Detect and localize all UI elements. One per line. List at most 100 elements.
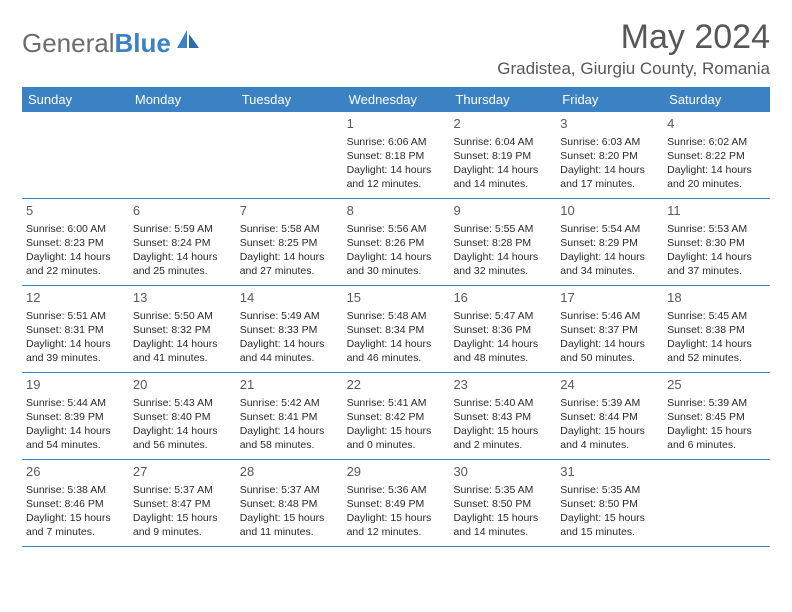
weekday-header: Saturday bbox=[663, 87, 770, 112]
day-detail-daylight1: Daylight: 14 hours bbox=[667, 250, 766, 264]
day-number: 3 bbox=[560, 115, 659, 133]
day-detail-sunset: Sunset: 8:26 PM bbox=[347, 236, 446, 250]
logo-text-blue: Blue bbox=[115, 28, 171, 58]
day-detail-daylight1: Daylight: 14 hours bbox=[453, 337, 552, 351]
day-detail-sunrise: Sunrise: 5:47 AM bbox=[453, 309, 552, 323]
day-detail-sunrise: Sunrise: 6:03 AM bbox=[560, 135, 659, 149]
day-cell: 23Sunrise: 5:40 AMSunset: 8:43 PMDayligh… bbox=[449, 373, 556, 459]
day-detail-daylight2: and 54 minutes. bbox=[26, 438, 125, 452]
title-block: May 2024 Gradistea, Giurgiu County, Roma… bbox=[497, 18, 770, 79]
day-detail-daylight1: Daylight: 14 hours bbox=[667, 163, 766, 177]
day-detail-daylight1: Daylight: 14 hours bbox=[667, 337, 766, 351]
day-number: 4 bbox=[667, 115, 766, 133]
day-cell: 16Sunrise: 5:47 AMSunset: 8:36 PMDayligh… bbox=[449, 286, 556, 372]
day-detail-sunrise: Sunrise: 5:56 AM bbox=[347, 222, 446, 236]
day-detail-daylight1: Daylight: 14 hours bbox=[453, 250, 552, 264]
day-number: 17 bbox=[560, 289, 659, 307]
day-cell: 19Sunrise: 5:44 AMSunset: 8:39 PMDayligh… bbox=[22, 373, 129, 459]
day-detail-sunset: Sunset: 8:22 PM bbox=[667, 149, 766, 163]
day-detail-daylight1: Daylight: 14 hours bbox=[240, 250, 339, 264]
day-cell: 18Sunrise: 5:45 AMSunset: 8:38 PMDayligh… bbox=[663, 286, 770, 372]
day-detail-sunrise: Sunrise: 5:55 AM bbox=[453, 222, 552, 236]
week-row: 26Sunrise: 5:38 AMSunset: 8:46 PMDayligh… bbox=[22, 460, 770, 547]
day-number: 8 bbox=[347, 202, 446, 220]
day-detail-daylight2: and 22 minutes. bbox=[26, 264, 125, 278]
calendar-grid: Sunday Monday Tuesday Wednesday Thursday… bbox=[22, 87, 770, 547]
day-cell: 2Sunrise: 6:04 AMSunset: 8:19 PMDaylight… bbox=[449, 112, 556, 198]
day-cell: 6Sunrise: 5:59 AMSunset: 8:24 PMDaylight… bbox=[129, 199, 236, 285]
weekday-header: Wednesday bbox=[343, 87, 450, 112]
day-cell: 25Sunrise: 5:39 AMSunset: 8:45 PMDayligh… bbox=[663, 373, 770, 459]
day-detail-sunset: Sunset: 8:41 PM bbox=[240, 410, 339, 424]
day-detail-daylight1: Daylight: 14 hours bbox=[560, 163, 659, 177]
logo-text-gray: General bbox=[22, 28, 115, 58]
day-detail-daylight2: and 6 minutes. bbox=[667, 438, 766, 452]
day-cell: 12Sunrise: 5:51 AMSunset: 8:31 PMDayligh… bbox=[22, 286, 129, 372]
day-detail-sunset: Sunset: 8:19 PM bbox=[453, 149, 552, 163]
day-cell: 7Sunrise: 5:58 AMSunset: 8:25 PMDaylight… bbox=[236, 199, 343, 285]
day-number: 27 bbox=[133, 463, 232, 481]
day-detail-sunset: Sunset: 8:50 PM bbox=[453, 497, 552, 511]
weeks-container: 1Sunrise: 6:06 AMSunset: 8:18 PMDaylight… bbox=[22, 112, 770, 547]
day-cell bbox=[236, 112, 343, 198]
day-detail-daylight2: and 0 minutes. bbox=[347, 438, 446, 452]
day-detail-daylight1: Daylight: 14 hours bbox=[347, 163, 446, 177]
day-number: 19 bbox=[26, 376, 125, 394]
day-detail-daylight2: and 32 minutes. bbox=[453, 264, 552, 278]
day-number: 6 bbox=[133, 202, 232, 220]
day-detail-daylight2: and 44 minutes. bbox=[240, 351, 339, 365]
day-detail-daylight1: Daylight: 15 hours bbox=[347, 424, 446, 438]
day-cell bbox=[663, 460, 770, 546]
day-number: 30 bbox=[453, 463, 552, 481]
day-number: 13 bbox=[133, 289, 232, 307]
day-cell: 15Sunrise: 5:48 AMSunset: 8:34 PMDayligh… bbox=[343, 286, 450, 372]
day-cell: 22Sunrise: 5:41 AMSunset: 8:42 PMDayligh… bbox=[343, 373, 450, 459]
day-detail-daylight2: and 14 minutes. bbox=[453, 525, 552, 539]
day-number: 20 bbox=[133, 376, 232, 394]
day-detail-sunrise: Sunrise: 5:36 AM bbox=[347, 483, 446, 497]
day-detail-sunrise: Sunrise: 5:59 AM bbox=[133, 222, 232, 236]
day-detail-daylight2: and 12 minutes. bbox=[347, 525, 446, 539]
day-detail-sunset: Sunset: 8:46 PM bbox=[26, 497, 125, 511]
weekday-header: Tuesday bbox=[236, 87, 343, 112]
day-detail-daylight2: and 30 minutes. bbox=[347, 264, 446, 278]
calendar-page: GeneralBlue May 2024 Gradistea, Giurgiu … bbox=[0, 0, 792, 557]
day-number: 11 bbox=[667, 202, 766, 220]
day-detail-daylight1: Daylight: 14 hours bbox=[560, 250, 659, 264]
day-detail-daylight2: and 4 minutes. bbox=[560, 438, 659, 452]
day-detail-sunset: Sunset: 8:28 PM bbox=[453, 236, 552, 250]
day-number: 24 bbox=[560, 376, 659, 394]
day-number: 23 bbox=[453, 376, 552, 394]
day-detail-sunrise: Sunrise: 5:48 AM bbox=[347, 309, 446, 323]
day-cell: 24Sunrise: 5:39 AMSunset: 8:44 PMDayligh… bbox=[556, 373, 663, 459]
day-detail-daylight1: Daylight: 15 hours bbox=[560, 424, 659, 438]
day-detail-sunset: Sunset: 8:18 PM bbox=[347, 149, 446, 163]
day-detail-daylight2: and 12 minutes. bbox=[347, 177, 446, 191]
day-detail-sunrise: Sunrise: 5:53 AM bbox=[667, 222, 766, 236]
day-cell bbox=[129, 112, 236, 198]
day-cell: 3Sunrise: 6:03 AMSunset: 8:20 PMDaylight… bbox=[556, 112, 663, 198]
location-subtitle: Gradistea, Giurgiu County, Romania bbox=[497, 59, 770, 79]
day-number: 25 bbox=[667, 376, 766, 394]
day-number: 31 bbox=[560, 463, 659, 481]
day-cell: 8Sunrise: 5:56 AMSunset: 8:26 PMDaylight… bbox=[343, 199, 450, 285]
day-number: 26 bbox=[26, 463, 125, 481]
day-detail-sunrise: Sunrise: 5:39 AM bbox=[667, 396, 766, 410]
day-detail-sunrise: Sunrise: 6:02 AM bbox=[667, 135, 766, 149]
day-detail-daylight1: Daylight: 14 hours bbox=[347, 337, 446, 351]
day-number: 7 bbox=[240, 202, 339, 220]
day-detail-sunrise: Sunrise: 6:06 AM bbox=[347, 135, 446, 149]
weekday-header-row: Sunday Monday Tuesday Wednesday Thursday… bbox=[22, 87, 770, 112]
day-detail-daylight1: Daylight: 15 hours bbox=[667, 424, 766, 438]
day-detail-daylight2: and 34 minutes. bbox=[560, 264, 659, 278]
week-row: 12Sunrise: 5:51 AMSunset: 8:31 PMDayligh… bbox=[22, 286, 770, 373]
logo-text: GeneralBlue bbox=[22, 28, 171, 59]
day-detail-daylight1: Daylight: 14 hours bbox=[240, 337, 339, 351]
day-detail-sunrise: Sunrise: 5:44 AM bbox=[26, 396, 125, 410]
day-detail-daylight2: and 20 minutes. bbox=[667, 177, 766, 191]
day-detail-sunrise: Sunrise: 5:39 AM bbox=[560, 396, 659, 410]
week-row: 1Sunrise: 6:06 AMSunset: 8:18 PMDaylight… bbox=[22, 112, 770, 199]
day-cell: 9Sunrise: 5:55 AMSunset: 8:28 PMDaylight… bbox=[449, 199, 556, 285]
day-detail-sunset: Sunset: 8:32 PM bbox=[133, 323, 232, 337]
day-detail-sunrise: Sunrise: 5:42 AM bbox=[240, 396, 339, 410]
